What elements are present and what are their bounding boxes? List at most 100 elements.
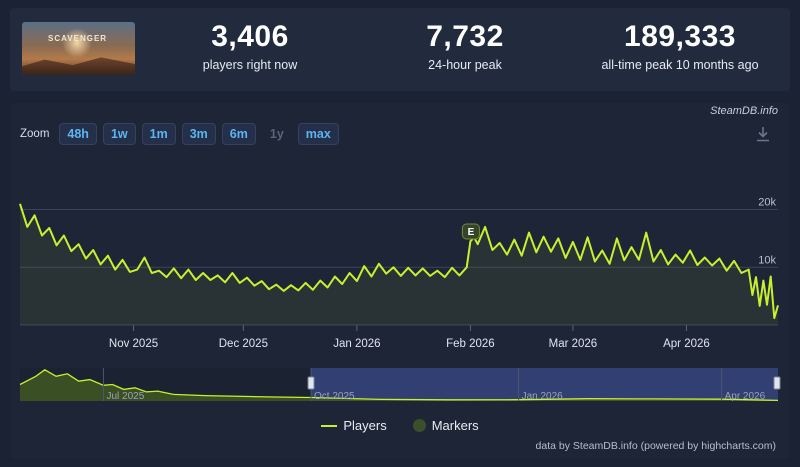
data-point [371, 276, 373, 278]
data-point [173, 268, 175, 270]
daily-peak-value: 7,732 [426, 20, 504, 53]
legend-players[interactable]: Players [321, 418, 387, 433]
navigator-left-handle[interactable] [307, 376, 315, 390]
data-point [682, 262, 684, 264]
daily-peak-stat: 7,732 24-hour peak [395, 20, 535, 72]
event-marker[interactable]: E [461, 223, 480, 240]
data-point [558, 238, 560, 240]
data-point [572, 241, 574, 243]
data-point [638, 259, 640, 261]
player-count-chart[interactable]: 10k 20k Nov 2025 Dec 2025 Jan 2026 Feb 2026 Ma… [10, 103, 790, 459]
thumbnail-sun [62, 28, 92, 58]
data-point [459, 275, 461, 277]
data-point [616, 238, 618, 240]
thumbnail-landscape [22, 57, 135, 75]
data-point [180, 277, 182, 279]
data-point [675, 254, 677, 256]
data-point [653, 261, 655, 263]
navigator-handle-grip [307, 376, 315, 390]
data-point [477, 243, 479, 245]
zoom-label: Zoom [20, 128, 50, 140]
data-point [305, 282, 307, 284]
data-point [239, 282, 241, 284]
data-point [92, 249, 94, 251]
data-point [246, 277, 248, 279]
data-point [697, 264, 699, 266]
data-point [645, 232, 647, 234]
steamdb-brand[interactable]: SteamDB.info [710, 105, 778, 117]
data-point [407, 267, 409, 269]
data-point [609, 263, 611, 265]
data-point [107, 255, 109, 257]
x-tick-label: Dec 2025 [219, 338, 268, 350]
legend-markers[interactable]: Markers [412, 418, 479, 433]
event-marker-flag [461, 223, 480, 240]
game-thumbnail[interactable]: SCAVENGER [22, 22, 135, 75]
data-point [19, 203, 21, 205]
data-point [283, 290, 285, 292]
data-point [334, 276, 336, 278]
data-point [195, 279, 197, 281]
data-point [158, 270, 160, 272]
navigator-label: Jul 2025 [106, 391, 144, 402]
data-point [660, 249, 662, 251]
data-point [385, 273, 387, 275]
legend-players-line [321, 424, 338, 427]
data-point [41, 235, 43, 237]
series-area-players [20, 203, 778, 325]
zoom-48h-button[interactable]: 48h [59, 123, 97, 145]
zoom-max-button[interactable]: max [297, 123, 339, 145]
download-icon[interactable] [756, 126, 770, 142]
navigator-label: Jan 2026 [522, 391, 564, 402]
navigator-right-handle[interactable] [773, 376, 781, 390]
data-point [528, 232, 530, 234]
data-point [623, 260, 625, 262]
data-point [349, 272, 351, 274]
legend-players-label: Players [343, 418, 387, 433]
game-logo-text: SCAVENGER [48, 34, 108, 43]
data-point [437, 270, 439, 272]
data-point [298, 290, 300, 292]
data-point [774, 317, 776, 319]
data-point [492, 249, 494, 251]
data-point [400, 275, 402, 277]
data-point [114, 269, 116, 271]
y-tick-label-10k: 10k [758, 254, 776, 266]
all-time-peak-value: 189,333 [624, 20, 736, 53]
all-time-peak-label: all-time peak 10 months ago [601, 58, 759, 72]
zoom-1w-button[interactable]: 1w [102, 123, 136, 145]
data-point [422, 268, 424, 270]
data-point [268, 288, 270, 290]
y-tick-label-20k: 20k [758, 197, 776, 209]
data-point [777, 305, 779, 307]
zoom-6m-button[interactable]: 6m [221, 123, 256, 145]
zoom-3m-button[interactable]: 3m [181, 123, 216, 145]
data-point [261, 280, 263, 282]
data-point [49, 227, 51, 229]
data-point [506, 254, 508, 256]
data-point [78, 243, 80, 245]
data-point [466, 267, 468, 269]
zoom-1m-button[interactable]: 1m [141, 123, 176, 145]
data-point [166, 276, 168, 278]
legend-markers-label: Markers [431, 418, 479, 433]
data-point [580, 259, 582, 261]
data-point [188, 269, 190, 271]
data-point [202, 272, 204, 274]
zoom-controls: Zoom 48h 1w 1m 3m 6m 1y max [20, 123, 339, 145]
data-point [704, 257, 706, 259]
data-point [232, 272, 234, 274]
data-point [378, 263, 380, 265]
event-marker-label: E [468, 227, 475, 238]
chart-credit: data by SteamDB.info (powered by highcha… [535, 440, 776, 452]
daily-peak-label: 24-hour peak [428, 58, 502, 72]
navigator-label: Oct 2025 [314, 391, 355, 402]
data-point [122, 259, 124, 261]
data-point [151, 272, 153, 274]
chart-panel: 10k 20k Nov 2025 Dec 2025 Jan 2026 Feb 2026 Ma… [10, 103, 790, 459]
data-point [363, 265, 365, 267]
current-players-value: 3,406 [211, 20, 289, 53]
data-point [290, 284, 292, 286]
data-point [217, 275, 219, 277]
chart-legend: Players Markers [10, 418, 790, 433]
